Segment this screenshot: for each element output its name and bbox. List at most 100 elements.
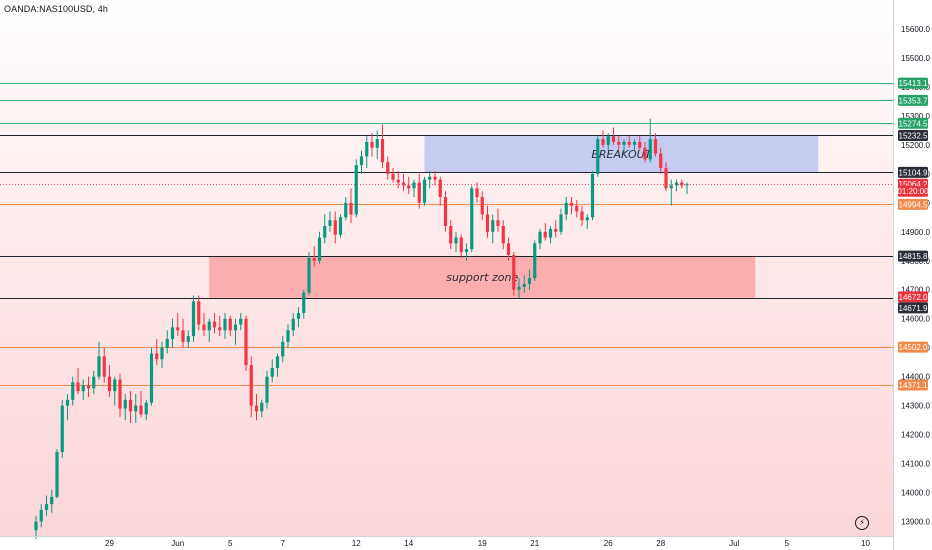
candle-down[interactable]	[417, 173, 421, 209]
candle-down[interactable]	[580, 205, 584, 226]
candle-down[interactable]	[512, 252, 516, 296]
candle-down[interactable]	[333, 211, 337, 244]
candle-down[interactable]	[181, 318, 185, 348]
candle-up[interactable]	[454, 231, 458, 253]
time-axis[interactable]: 29 Jun 5 7 12 14 19 21 26 28 Jul 5 10	[105, 539, 870, 548]
candle-up[interactable]	[149, 347, 154, 406]
candle-up[interactable]	[92, 370, 96, 395]
candle-up[interactable]	[428, 170, 432, 189]
candle-up[interactable]	[596, 136, 600, 177]
candle-down[interactable]	[438, 176, 442, 206]
candle-down[interactable]	[401, 173, 406, 192]
candle-down[interactable]	[396, 170, 400, 189]
candle-down[interactable]	[653, 133, 658, 157]
candle-up[interactable]	[344, 197, 348, 221]
candle-up[interactable]	[44, 495, 49, 516]
candle-up[interactable]	[622, 139, 626, 154]
candle-down[interactable]	[459, 234, 463, 258]
candle-up[interactable]	[412, 179, 416, 198]
candle-up[interactable]	[265, 370, 269, 409]
candle-down[interactable]	[611, 127, 616, 145]
candle-down[interactable]	[212, 312, 217, 334]
candle-up[interactable]	[286, 324, 290, 348]
candle-down[interactable]	[569, 197, 574, 215]
candle-up[interactable]	[34, 515, 38, 539]
candle-up[interactable]	[170, 318, 175, 348]
candle-up[interactable]	[538, 228, 542, 250]
candle-up[interactable]	[123, 394, 127, 421]
candle-down[interactable]	[244, 315, 248, 371]
candle-up[interactable]	[160, 341, 164, 368]
candle-up[interactable]	[50, 489, 54, 513]
candle-down[interactable]	[480, 191, 484, 221]
candle-up[interactable]	[559, 208, 563, 235]
candle-up[interactable]	[260, 399, 264, 418]
candle-down[interactable]	[128, 391, 133, 424]
candle-up[interactable]	[354, 159, 358, 218]
candle-down[interactable]	[617, 136, 621, 151]
candle-up[interactable]	[491, 214, 495, 244]
candle-down[interactable]	[659, 147, 663, 174]
candle-down[interactable]	[349, 188, 353, 224]
candle-down[interactable]	[197, 295, 201, 331]
candle-up[interactable]	[275, 353, 280, 377]
candle-down[interactable]	[139, 391, 143, 418]
candle-up[interactable]	[296, 307, 301, 328]
candle-up[interactable]	[223, 312, 227, 339]
candle-up[interactable]	[39, 504, 43, 528]
candle-up[interactable]	[669, 179, 673, 206]
candle-down[interactable]	[102, 347, 106, 383]
candle-down[interactable]	[554, 220, 558, 238]
candle-down[interactable]	[449, 220, 453, 250]
candle-down[interactable]	[386, 156, 390, 180]
candle-up[interactable]	[113, 376, 117, 406]
candle-up[interactable]	[239, 312, 243, 331]
candle-up[interactable]	[517, 278, 521, 299]
candle-up[interactable]	[328, 211, 332, 232]
candle-up[interactable]	[365, 136, 369, 169]
candle-down[interactable]	[155, 338, 159, 366]
candle-down[interactable]	[627, 136, 631, 148]
candle-down[interactable]	[249, 356, 253, 418]
candle-down[interactable]	[664, 162, 668, 192]
candle-up[interactable]	[281, 336, 285, 363]
candle-up[interactable]	[144, 399, 148, 421]
candle-up[interactable]	[685, 182, 689, 195]
candle-up[interactable]	[71, 376, 75, 406]
candle-down[interactable]	[107, 365, 112, 397]
candle-up[interactable]	[338, 214, 343, 238]
candle-up[interactable]	[632, 139, 637, 151]
candle-down[interactable]	[601, 130, 605, 148]
candle-down[interactable]	[86, 376, 91, 397]
candle-down[interactable]	[176, 312, 180, 337]
candle-down[interactable]	[575, 199, 579, 218]
candle-up[interactable]	[590, 170, 595, 221]
candle-down[interactable]	[370, 133, 374, 157]
candle-up[interactable]	[55, 449, 59, 499]
candle-up[interactable]	[464, 243, 469, 261]
candle-up[interactable]	[270, 359, 274, 383]
candle-up[interactable]	[470, 185, 474, 253]
candle-up[interactable]	[359, 150, 364, 174]
candle-down[interactable]	[228, 315, 232, 337]
candle-down[interactable]	[543, 223, 547, 241]
candle-up[interactable]	[585, 214, 589, 229]
candle-up[interactable]	[97, 341, 101, 380]
candle-up[interactable]	[207, 318, 211, 342]
candle-down[interactable]	[254, 394, 259, 421]
candle-down[interactable]	[485, 205, 490, 238]
candle-up[interactable]	[548, 225, 553, 244]
candle-down[interactable]	[638, 136, 642, 151]
candle-down[interactable]	[118, 373, 122, 418]
candle-up[interactable]	[323, 214, 327, 244]
candle-down[interactable]	[496, 208, 500, 232]
candle-down[interactable]	[501, 220, 505, 250]
candle-up[interactable]	[191, 295, 196, 342]
candle-down[interactable]	[680, 179, 684, 189]
candle-down[interactable]	[76, 367, 80, 395]
candle-up[interactable]	[134, 394, 138, 424]
support-zone[interactable]	[209, 256, 756, 298]
candle-up[interactable]	[422, 176, 427, 206]
